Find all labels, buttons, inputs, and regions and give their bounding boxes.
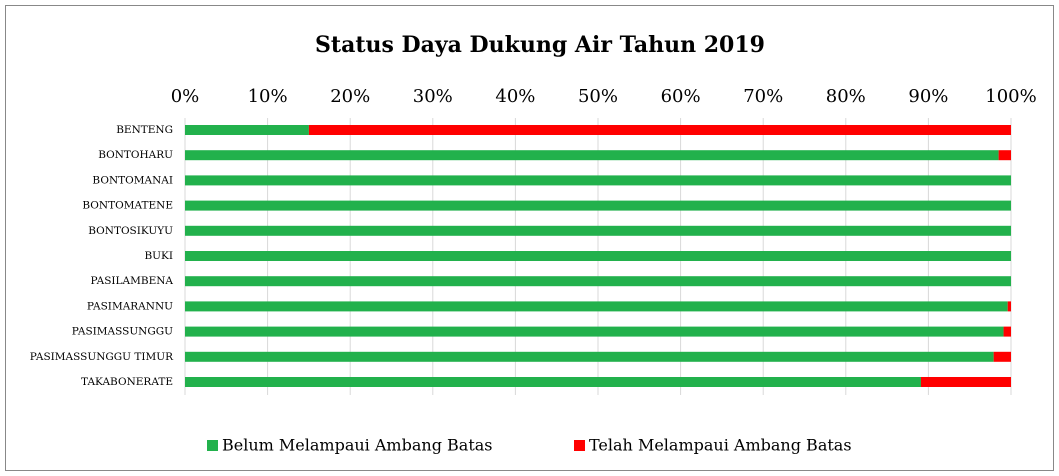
chart-frame bbox=[5, 5, 1054, 471]
legend-swatch bbox=[574, 440, 585, 451]
legend-swatch bbox=[207, 440, 218, 451]
y-tick-label: BONTOHARU bbox=[98, 149, 173, 161]
bar-segment bbox=[1003, 326, 1011, 337]
bar-segment bbox=[998, 150, 1011, 161]
y-tick-label: PASIMARANNU bbox=[87, 300, 173, 312]
legend-label: Telah Melampaui Ambang Batas bbox=[589, 436, 852, 455]
y-tick-label: BENTENG bbox=[116, 124, 173, 136]
bar-segment bbox=[185, 150, 999, 161]
bar-segment bbox=[185, 225, 1011, 236]
bar-segment bbox=[185, 200, 1011, 211]
y-tick-label: BONTOMANAI bbox=[92, 174, 173, 186]
bar-segment bbox=[185, 276, 1011, 287]
bar-segment bbox=[185, 251, 1011, 261]
x-tick-label: 30% bbox=[413, 86, 453, 107]
y-tick-label: TAKABONERATE bbox=[81, 376, 173, 388]
x-tick-label: 10% bbox=[248, 86, 288, 107]
y-tick-label: PASILAMBENA bbox=[91, 275, 174, 287]
legend-label: Belum Melampaui Ambang Batas bbox=[222, 436, 493, 455]
x-tick-label: 100% bbox=[985, 86, 1036, 107]
chart-title: Status Daya Dukung Air Tahun 2019 bbox=[315, 32, 765, 58]
bar-segment bbox=[185, 351, 994, 362]
y-tick-label: BONTOMATENE bbox=[82, 200, 173, 212]
y-tick-label: PASIMASSUNGGU bbox=[72, 326, 173, 338]
x-tick-label: 40% bbox=[495, 86, 535, 107]
x-tick-label: 90% bbox=[908, 86, 948, 107]
x-tick-label: 20% bbox=[330, 86, 370, 107]
bar-segment bbox=[1007, 301, 1011, 312]
bar-segment bbox=[185, 377, 921, 387]
bar-segment bbox=[185, 175, 1011, 186]
x-tick-label: 60% bbox=[661, 86, 701, 107]
y-tick-label: PASIMASSUNGGU TIMUR bbox=[30, 351, 174, 363]
y-tick-label: BUKI bbox=[144, 250, 173, 262]
x-tick-label: 0% bbox=[171, 86, 200, 107]
bar-segment bbox=[308, 125, 1011, 135]
x-tick-label: 80% bbox=[826, 86, 866, 107]
bar-segment bbox=[185, 326, 1004, 337]
bar-segment bbox=[993, 351, 1011, 362]
bar-segment bbox=[920, 377, 1011, 387]
x-tick-label: 70% bbox=[743, 86, 783, 107]
y-tick-label: BONTOSIKUYU bbox=[88, 225, 173, 237]
bar-segment bbox=[185, 301, 1008, 312]
x-tick-label: 50% bbox=[578, 86, 618, 107]
bar-segment bbox=[185, 125, 309, 135]
